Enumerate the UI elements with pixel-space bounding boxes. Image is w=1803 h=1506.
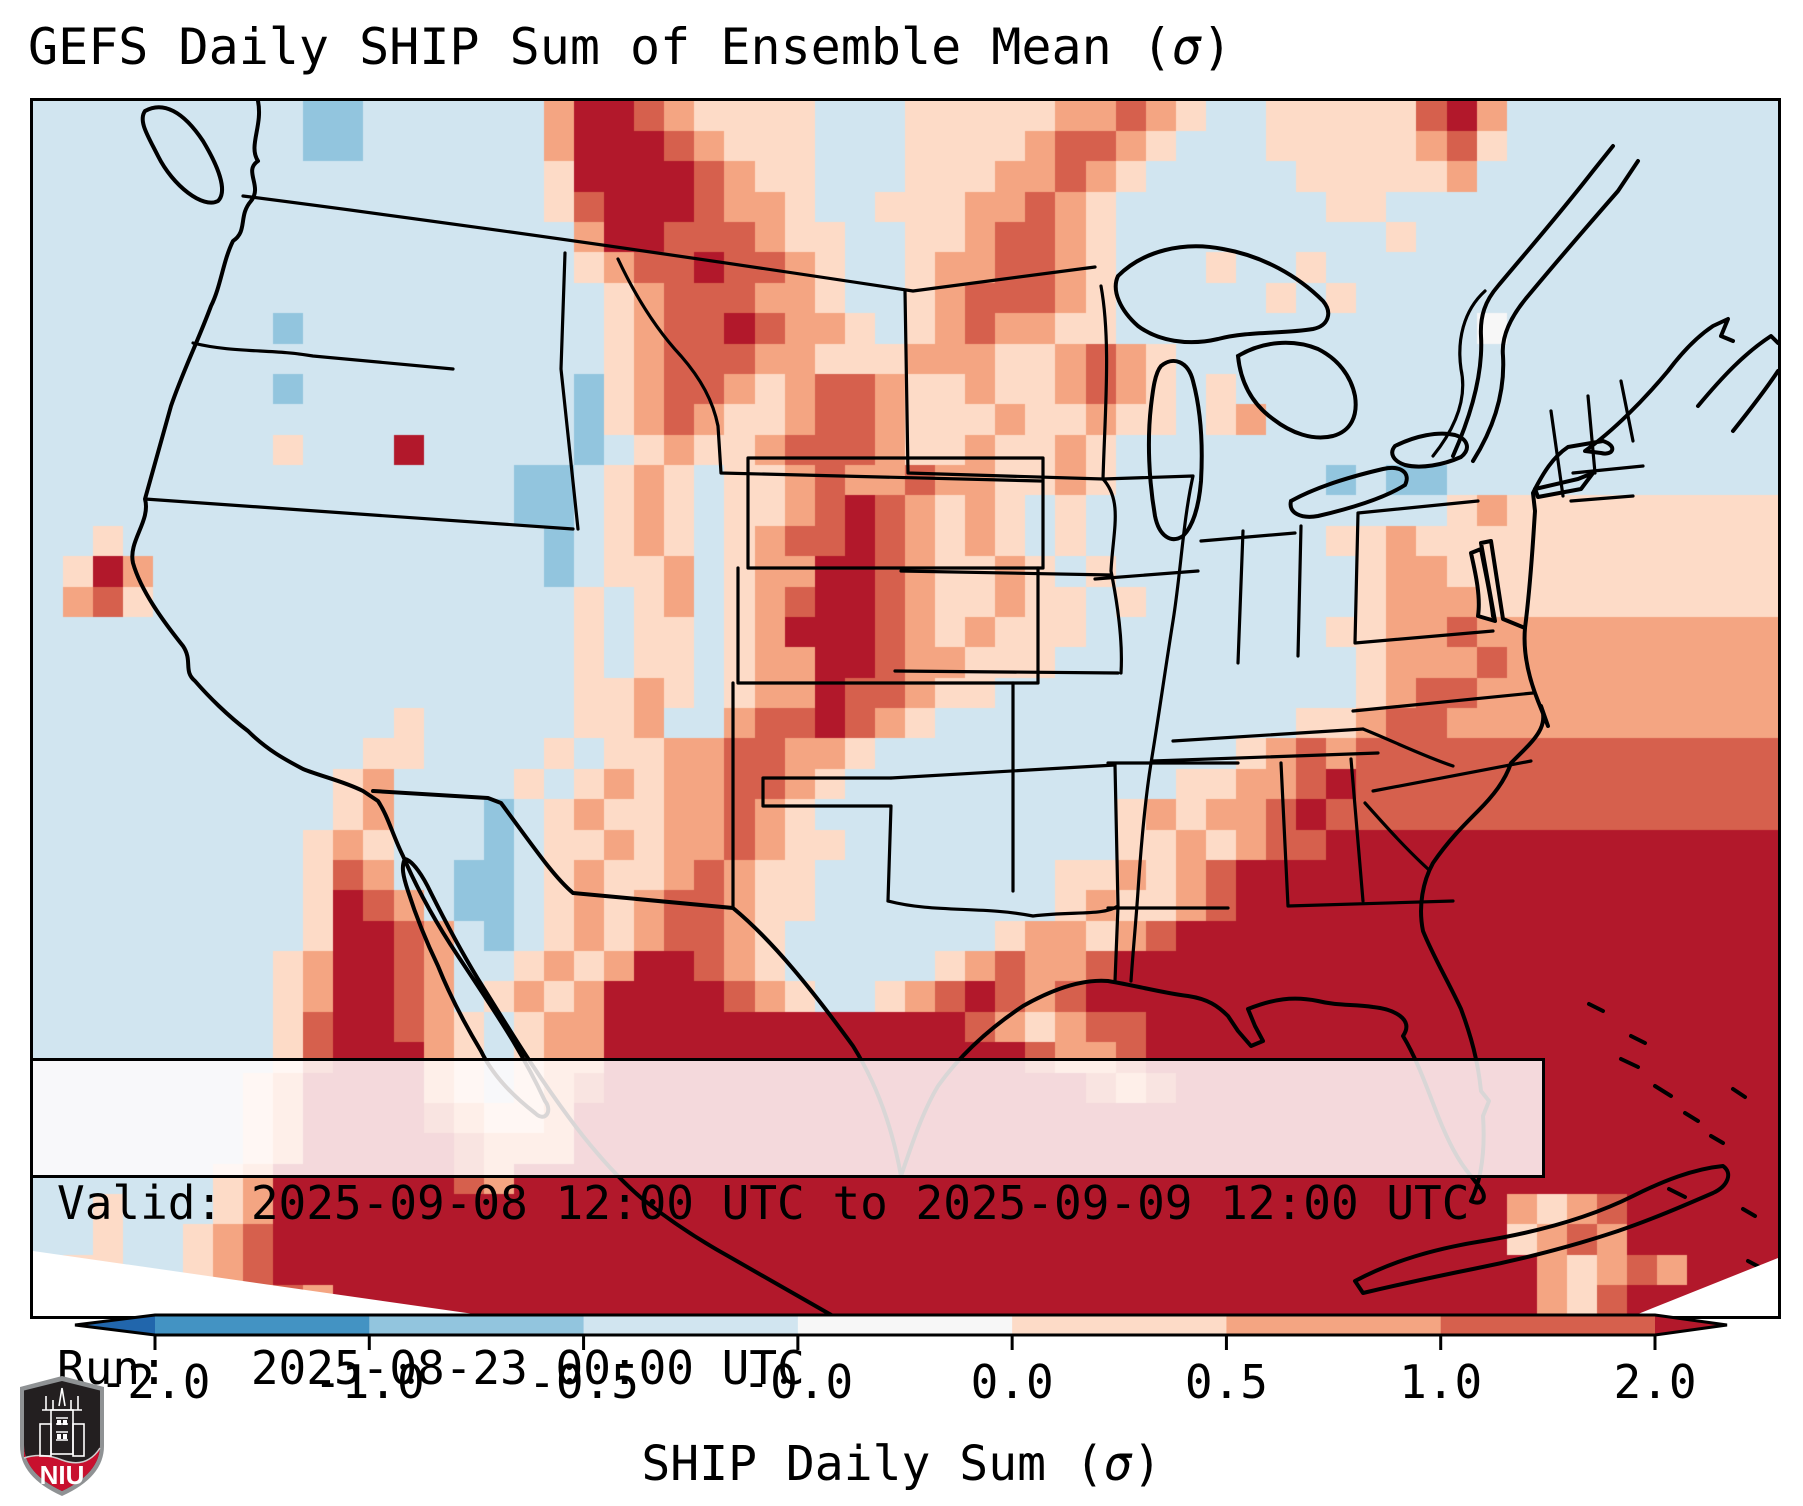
colorbar-tick-label: 0.0 (970, 1355, 1054, 1409)
niu-logo-text: NIU (40, 1460, 85, 1490)
colorbar-segment (1440, 1315, 1656, 1335)
coastlines (130, 101, 1778, 1316)
colorbar-segment (369, 1315, 585, 1335)
colorbar-tick-label: 1.0 (1399, 1355, 1483, 1409)
niu-castle-icon (39, 1387, 85, 1457)
projection-corner-wedges (33, 1251, 1778, 1316)
niu-logo: NIU (20, 1376, 104, 1496)
colorbar (74, 1313, 1728, 1350)
colorbar-segment (797, 1315, 1013, 1335)
state-borders (143, 194, 1645, 983)
colorbar-segment (1012, 1315, 1227, 1335)
niu-castle-windows (57, 1420, 67, 1439)
xlabel-text: SHIP Daily Sum ( (641, 1436, 1104, 1492)
colorbar-segment (155, 1315, 370, 1335)
xlabel-sigma: σ (1103, 1436, 1133, 1492)
title-suffix: ) (1202, 18, 1233, 76)
title-text: GEFS Daily SHIP Sum of Ensemble Mean ( (28, 18, 1172, 76)
figure-title: GEFS Daily SHIP Sum of Ensemble Mean (σ) (28, 18, 1232, 76)
valid-line: Valid: 2025-09-08 12:00 UTC to 2025-09-0… (57, 1176, 1470, 1230)
colorbar-axis-label: SHIP Daily Sum (σ) (0, 1436, 1803, 1492)
run-line: Run: 2025-08-23 00:00 UTC (57, 1341, 805, 1395)
colorbar-under-arrow (75, 1315, 155, 1335)
colorbar-segments (155, 1315, 1656, 1335)
xlabel-suffix: ) (1132, 1436, 1162, 1492)
niu-shield-seam (23, 1447, 101, 1464)
colorbar-tick-label: -2.0 (99, 1355, 211, 1409)
colorbar-tick-label: -0.0 (742, 1355, 854, 1409)
colorbar-segment (1226, 1315, 1442, 1335)
colorbar-tick-label: -0.5 (528, 1355, 639, 1409)
colorbar-segment (583, 1315, 799, 1335)
colorbar-tick-label: 2.0 (1613, 1355, 1697, 1409)
colorbar-tick-label: -1.0 (313, 1355, 425, 1409)
colorbar-tick-label: 0.5 (1184, 1355, 1268, 1409)
info-box: Valid: 2025-09-08 12:00 UTC to 2025-09-0… (30, 1058, 1545, 1395)
great-lakes (1113, 244, 1469, 542)
map-overlay (33, 101, 1778, 1316)
title-sigma: σ (1171, 18, 1203, 76)
colorbar-over-arrow (1655, 1315, 1727, 1335)
colorbar-ticks (153, 1335, 1657, 1350)
